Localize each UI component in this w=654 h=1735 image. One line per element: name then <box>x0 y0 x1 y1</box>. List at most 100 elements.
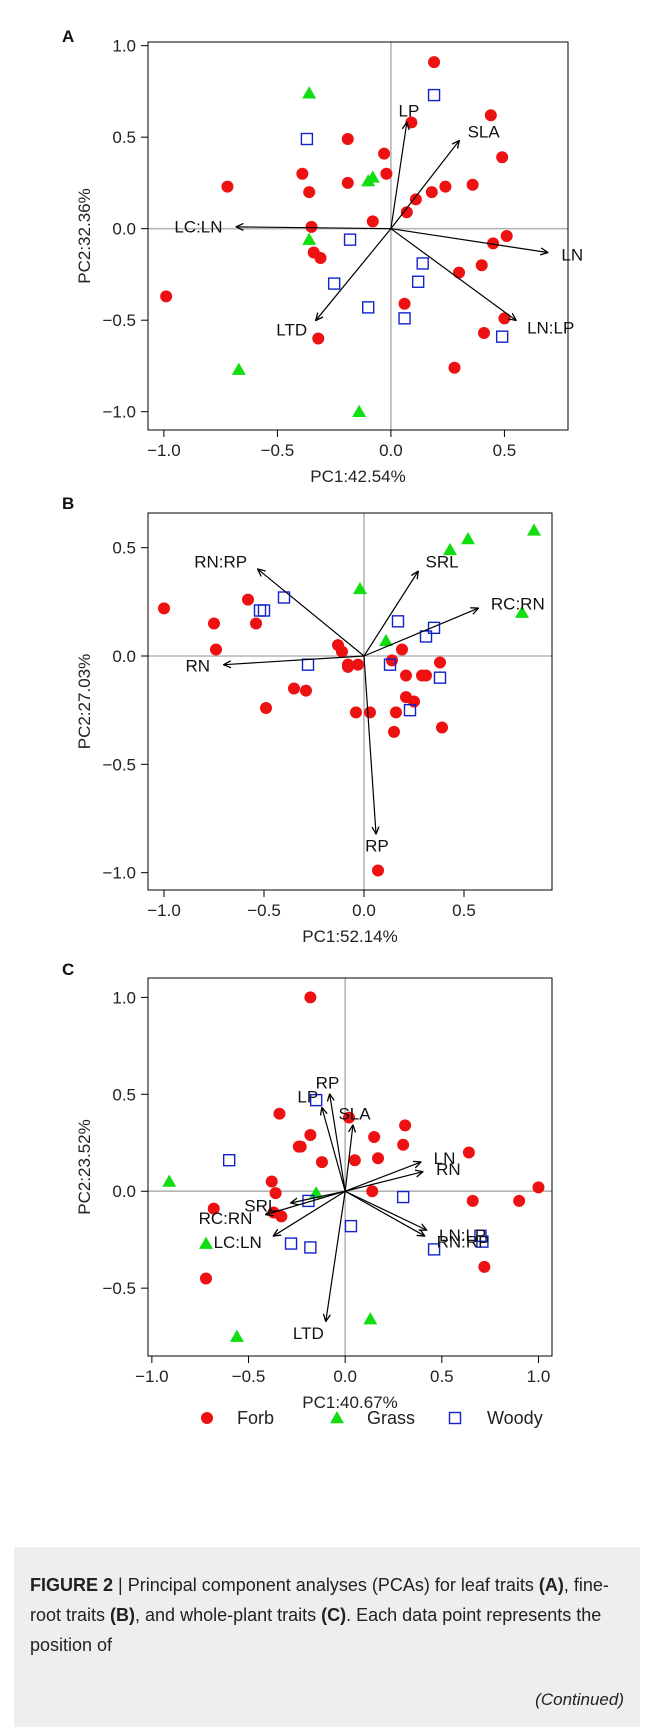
x-tick-label: 0.5 <box>452 901 476 920</box>
vector-label: LTD <box>276 320 307 339</box>
vector-label: LTD <box>293 1324 324 1343</box>
caption-ref-b: (B) <box>110 1605 136 1625</box>
vector-label: RP <box>365 837 389 856</box>
vector-label: LP <box>398 102 419 121</box>
forb-point <box>342 658 354 671</box>
loading-vector <box>344 1125 353 1192</box>
loading-vector <box>390 141 459 230</box>
forb-point <box>409 193 422 206</box>
y-tick-label: 1.0 <box>112 988 136 1007</box>
grass-point <box>363 1312 378 1325</box>
forb-point <box>462 1146 475 1159</box>
pca-panel-b: B −1.0 −0.5 0.0 0.5 −1.0 −0.5 0.0 0.5 PC1:52.14% P… <box>62 494 553 946</box>
series-grass <box>353 523 541 647</box>
forb-point <box>341 176 354 189</box>
grass-point <box>443 542 457 556</box>
woody-point <box>427 88 441 102</box>
loading-vector <box>345 1172 422 1192</box>
caption-text-2: , fine-root traits <box>30 1575 609 1625</box>
loading-vector <box>274 1190 346 1236</box>
forb-point <box>378 147 391 160</box>
woody-point <box>344 1219 358 1233</box>
forb-point <box>288 682 300 695</box>
vector-label: SRL <box>426 552 459 571</box>
forb-point <box>453 266 466 279</box>
plot-frame <box>147 512 553 891</box>
legend-marker-woody <box>448 1411 462 1425</box>
forb-point <box>242 593 254 606</box>
forb-point <box>336 645 348 658</box>
legend-item-woody: Woody <box>448 1408 543 1428</box>
panel-label: C <box>62 960 74 979</box>
forb-point <box>368 1130 381 1143</box>
vector-label: LN:LP <box>527 318 574 337</box>
forb-point <box>364 706 376 719</box>
y-axis-label: PC2:23.52% <box>75 1119 94 1214</box>
forb-point <box>207 1202 220 1215</box>
vector-label: LC:LN <box>174 218 222 237</box>
loading-vector <box>344 1190 424 1236</box>
woody-point <box>304 1241 317 1254</box>
woody-point <box>253 604 267 617</box>
y-tick-label: 0.5 <box>112 539 136 558</box>
forb-point <box>210 643 222 656</box>
forb-point <box>484 109 497 122</box>
forb-point <box>408 695 420 708</box>
forb-point <box>448 361 461 374</box>
legend-marker-forb <box>201 1412 213 1424</box>
forb-point <box>265 1175 278 1188</box>
legend-label: Grass <box>367 1408 415 1428</box>
y-axis-label: PC2:32.36% <box>75 188 94 283</box>
woody-point <box>411 275 425 288</box>
y-tick-label: −0.5 <box>102 755 136 774</box>
forb-point <box>273 1107 286 1120</box>
y-tick-label: 0.0 <box>112 647 136 666</box>
forb-point <box>397 1138 410 1151</box>
vector-label: LC:LN <box>214 1233 262 1252</box>
x-axis-label: PC1:42.54% <box>310 467 405 486</box>
woody-point <box>362 301 375 314</box>
grass-point <box>229 1329 244 1342</box>
forb-point <box>199 1272 212 1285</box>
forb-point <box>513 1194 526 1207</box>
caption-ref-a: (A) <box>538 1575 564 1595</box>
figure-caption: FIGURE 2 | Principal component analyses … <box>30 1570 635 1660</box>
forb-point <box>478 1260 491 1273</box>
forb-point <box>372 1152 385 1165</box>
woody-point <box>416 257 429 270</box>
series-woody <box>253 591 447 717</box>
woody-point <box>419 630 433 643</box>
forb-point <box>399 1119 412 1132</box>
woody-point <box>343 233 357 246</box>
woody-point <box>427 1243 441 1256</box>
caption-text-1: Principal component analyses (PCAs) for … <box>127 1575 539 1595</box>
loading-vector <box>363 608 478 657</box>
plot-frame <box>147 41 569 431</box>
woody-point <box>403 703 417 717</box>
loading-vector <box>266 1190 346 1214</box>
forb-point <box>398 297 411 310</box>
series-grass <box>231 86 380 417</box>
x-tick-label: 1.0 <box>527 1367 551 1386</box>
legend-item-forb: Forb <box>201 1408 274 1428</box>
loading-vector <box>316 228 392 321</box>
grass-point <box>379 633 393 647</box>
x-tick-label: 0.0 <box>379 441 403 460</box>
forb-point <box>434 656 446 669</box>
vector-label: LN <box>561 245 583 264</box>
x-tick-label: −0.5 <box>261 441 295 460</box>
y-tick-label: −0.5 <box>102 1279 136 1298</box>
y-tick-label: 0.5 <box>112 1085 136 1104</box>
forb-point <box>466 1194 479 1207</box>
forb-point <box>296 167 309 180</box>
legend-label: Woody <box>487 1408 543 1428</box>
y-tick-label: −1.0 <box>102 864 136 883</box>
x-tick-label: −1.0 <box>135 1367 169 1386</box>
forb-point <box>300 684 312 697</box>
vector-label: LP <box>297 1087 318 1106</box>
woody-point <box>383 658 397 671</box>
x-axis-label: PC1:40.67% <box>302 1393 397 1412</box>
forb-point <box>366 215 379 228</box>
grass-point <box>352 404 367 417</box>
forb-point <box>500 230 513 242</box>
